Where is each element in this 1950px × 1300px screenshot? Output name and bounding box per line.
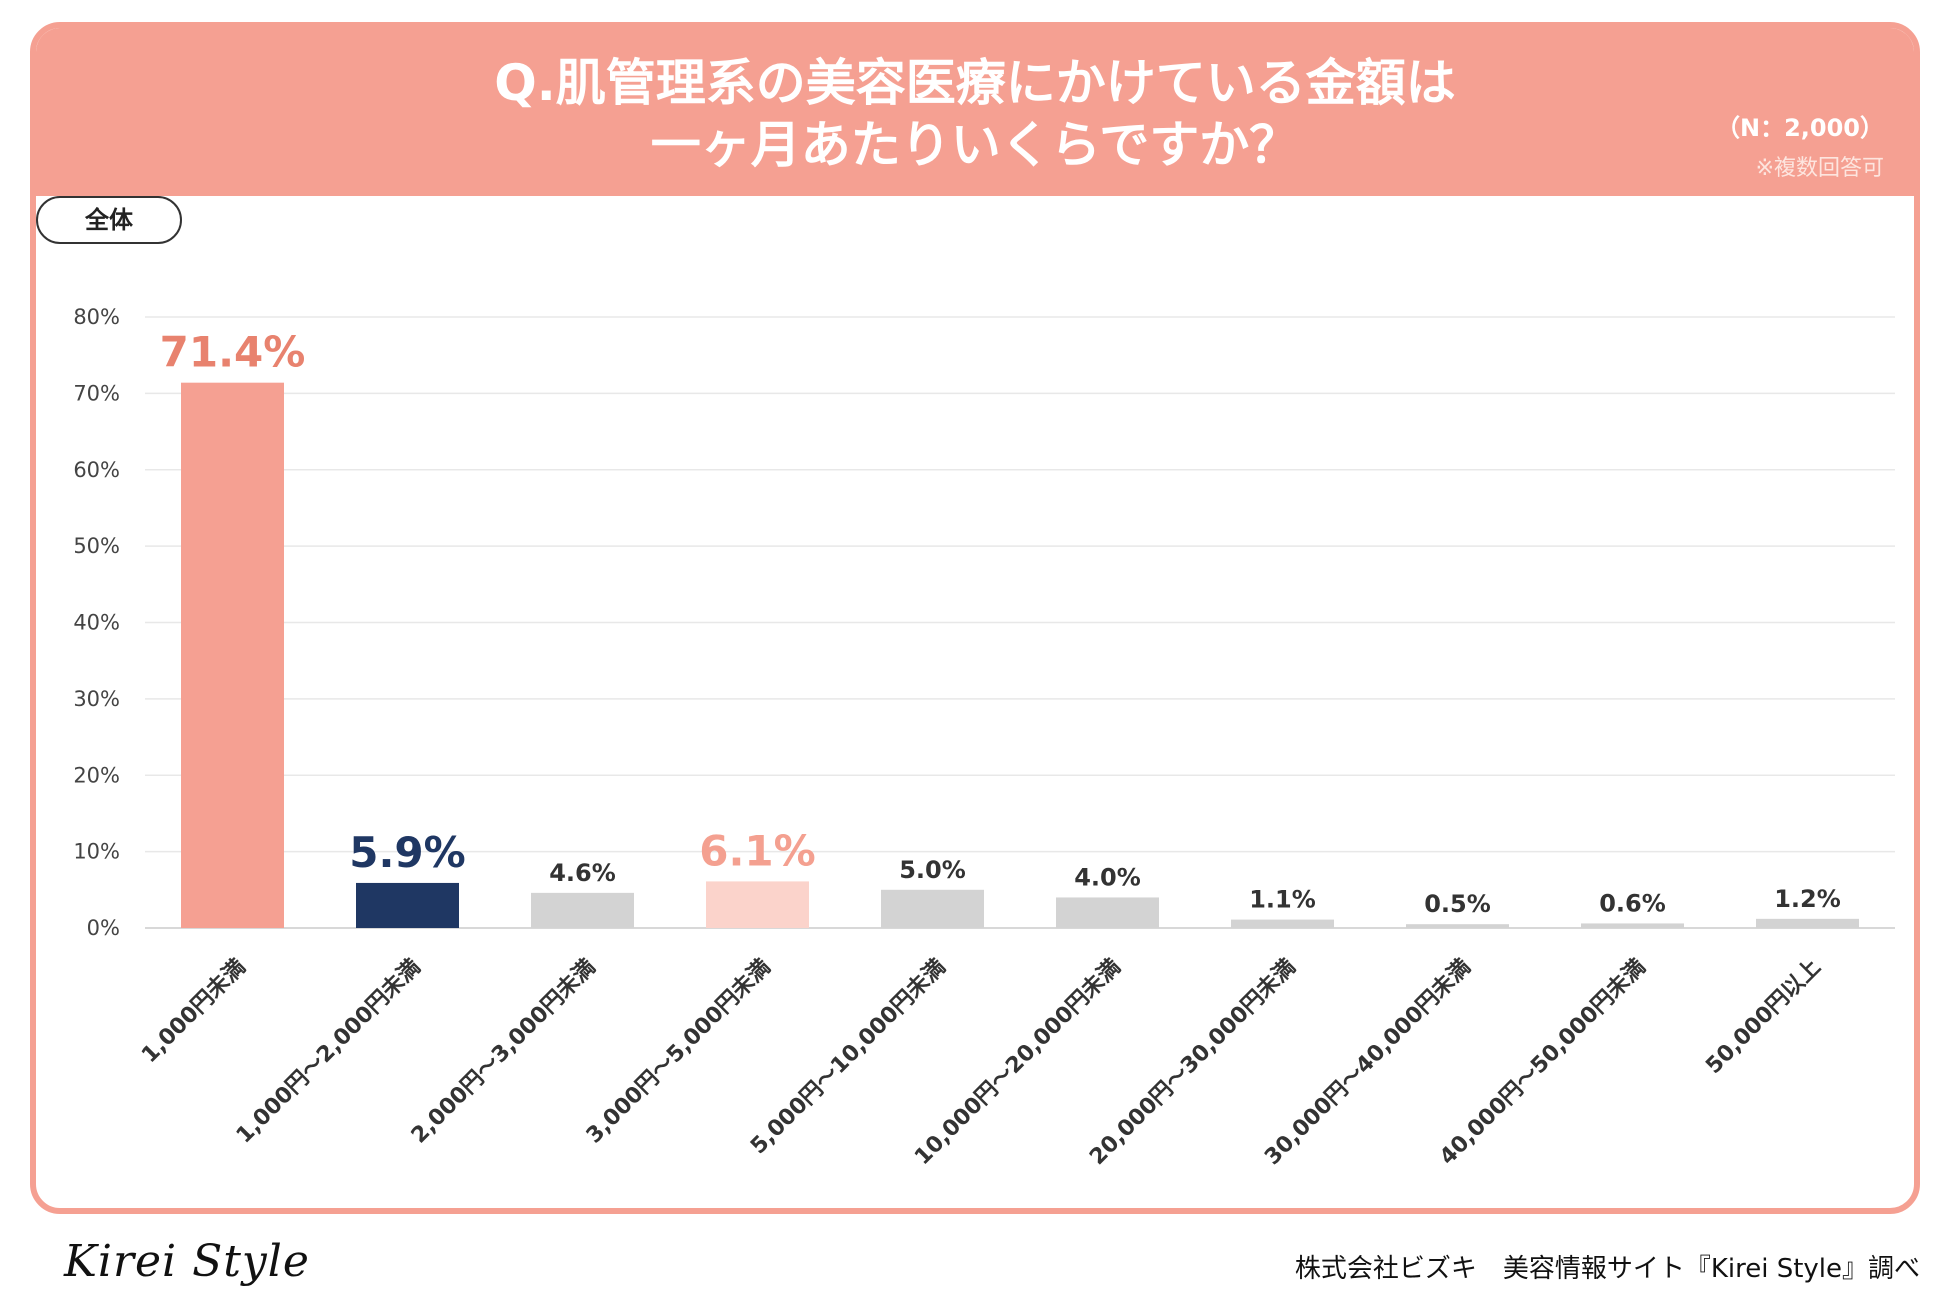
data-label: 1.2% (1774, 885, 1841, 913)
chart-card: Q.肌管理系の美容医療にかけている金額は 一ヶ月あたりいくらですか？ （N：2,… (30, 22, 1920, 1214)
y-tick-label: 80% (73, 305, 120, 329)
y-tick-label: 10% (73, 840, 120, 864)
data-label: 1.1% (1249, 886, 1316, 914)
data-label: 5.0% (899, 856, 966, 884)
bar (706, 881, 809, 928)
data-label: 4.0% (1074, 863, 1141, 891)
x-tick-label: 2,000円〜3,000円未満 (406, 954, 601, 1149)
bar (1581, 923, 1684, 928)
x-tick-label: 5,000円〜10,000円未満 (745, 954, 950, 1159)
bar (1231, 919, 1334, 928)
y-tick-label: 30% (73, 687, 120, 711)
x-tick-label: 3,000円〜5,000円未満 (581, 954, 776, 1149)
data-label: 0.5% (1424, 890, 1491, 918)
segment-pill: 全体 (36, 196, 182, 244)
bar (356, 882, 459, 928)
y-tick-label: 0% (87, 916, 120, 940)
bar (1056, 897, 1159, 928)
brand-logo: Kirei Style (64, 1236, 310, 1287)
data-label: 5.9% (349, 828, 465, 877)
x-tick-label: 10,000円〜20,000円未満 (910, 954, 1126, 1170)
data-label: 4.6% (549, 859, 616, 887)
bar (1406, 924, 1509, 928)
chart-title: Q.肌管理系の美容医療にかけている金額は 一ヶ月あたりいくらですか？ (36, 52, 1914, 176)
sample-size-label: （N：2,000） (1716, 114, 1884, 142)
x-tick-label: 40,000円〜50,000円未満 (1435, 954, 1651, 1170)
x-tick-label: 30,000円〜40,000円未満 (1260, 954, 1476, 1170)
x-tick-label: 1,000円未満 (136, 954, 250, 1068)
title-line-2: 一ヶ月あたりいくらですか？ (650, 116, 1300, 174)
x-tick-label: 50,000円以上 (1701, 955, 1825, 1079)
bar (1756, 918, 1859, 928)
bar (881, 889, 984, 928)
multiple-answer-note: ※複数回答可 (1755, 156, 1884, 181)
x-tick-label: 1,000円〜2,000円未満 (231, 954, 426, 1149)
header-band: Q.肌管理系の美容医療にかけている金額は 一ヶ月あたりいくらですか？ （N：2,… (36, 28, 1914, 196)
y-tick-label: 70% (73, 381, 120, 405)
title-line-1: Q.肌管理系の美容医療にかけている金額は (494, 54, 1456, 112)
y-tick-label: 20% (73, 763, 120, 787)
source-credit: 株式会社ビズキ 美容情報サイト『Kirei Style』調べ (1294, 1254, 1920, 1284)
data-label: 0.6% (1599, 889, 1666, 917)
x-tick-label: 20,000円〜30,000円未満 (1085, 954, 1301, 1170)
y-tick-label: 40% (73, 611, 120, 635)
y-tick-label: 60% (73, 458, 120, 482)
y-tick-label: 50% (73, 534, 120, 558)
data-label: 6.1% (699, 826, 815, 875)
bar (531, 892, 634, 928)
bar (181, 382, 284, 928)
data-label: 71.4% (160, 328, 306, 377)
